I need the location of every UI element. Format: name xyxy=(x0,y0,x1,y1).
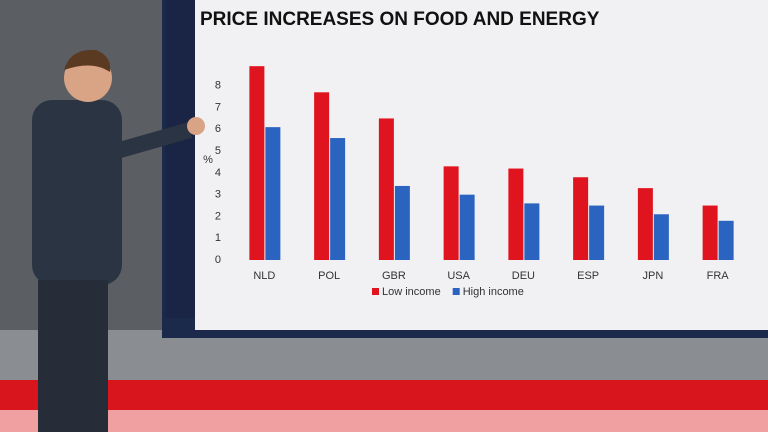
x-tick-label: POL xyxy=(318,270,340,282)
bar xyxy=(443,166,459,260)
y-tick-label: 7 xyxy=(215,101,221,113)
floor-glow xyxy=(0,410,768,432)
x-tick-label: DEU xyxy=(512,270,535,282)
screen-side-band xyxy=(165,0,195,318)
bar xyxy=(524,203,540,260)
bar xyxy=(330,138,346,260)
legend-swatch xyxy=(372,288,379,295)
bar xyxy=(459,194,475,260)
bar xyxy=(702,205,718,260)
presenter-hand xyxy=(187,117,205,135)
x-tick-label: JPN xyxy=(642,270,663,282)
bar xyxy=(637,188,653,260)
x-tick-label: USA xyxy=(447,270,470,282)
bar xyxy=(573,177,589,260)
presenter-legs xyxy=(38,280,108,432)
bar xyxy=(508,168,524,260)
legend-label: High income xyxy=(463,286,524,298)
y-tick-label: 3 xyxy=(215,189,221,201)
bar xyxy=(314,92,330,260)
y-tick-label: 1 xyxy=(215,232,221,244)
legend-label: Low income xyxy=(382,286,441,298)
legend-swatch xyxy=(452,288,460,295)
bar xyxy=(249,66,265,260)
y-tick-label: 5 xyxy=(215,145,221,157)
y-tick-label: 8 xyxy=(215,80,221,92)
y-tick-label: 6 xyxy=(215,123,221,135)
y-tick-label: 2 xyxy=(215,210,221,222)
bar xyxy=(265,127,281,261)
presenter xyxy=(32,49,205,432)
bar xyxy=(589,205,605,260)
bar xyxy=(718,220,734,260)
floor-light xyxy=(0,380,768,410)
bar xyxy=(378,118,394,260)
presenter-suit xyxy=(32,100,122,285)
x-tick-label: GBR xyxy=(382,270,406,282)
bar xyxy=(394,185,410,260)
presenter-arm xyxy=(117,122,193,158)
chart: 0 1 2 3 4 5 6 7 8 NLD POL GBR USA DEU ESP JPN FRA Low inc… xyxy=(215,66,734,298)
screen xyxy=(195,0,768,330)
y-axis-label: % xyxy=(203,154,213,166)
x-tick-label: FRA xyxy=(707,270,730,282)
x-tick-label: ESP xyxy=(577,270,599,282)
presenter-hair xyxy=(64,49,111,72)
y-tick-label: 0 xyxy=(215,254,221,266)
bar xyxy=(653,214,669,260)
x-tick-label: NLD xyxy=(253,270,275,282)
y-tick-label: 4 xyxy=(215,167,221,179)
chart-title: PRICE INCREASES ON FOOD AND ENERGY xyxy=(200,9,600,30)
